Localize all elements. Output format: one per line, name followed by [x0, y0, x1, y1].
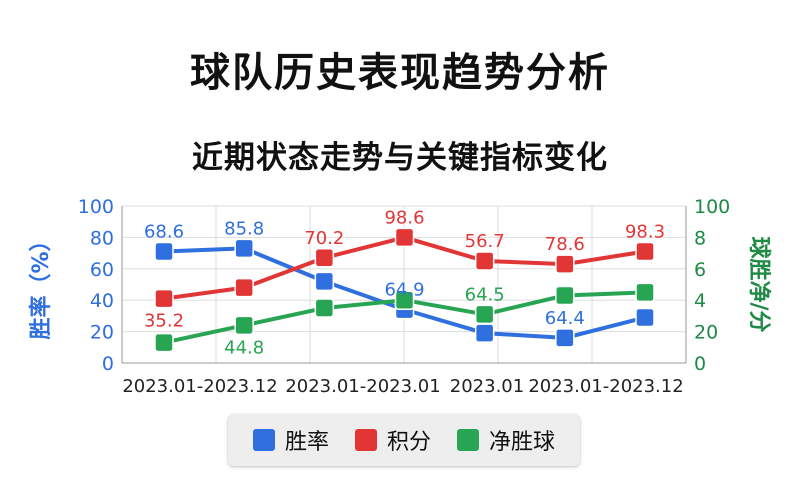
data-point-0: [474, 323, 495, 343]
legend-label-goal-difference: 净胜球: [489, 430, 556, 455]
legend-item-points: 积分: [354, 424, 431, 456]
left-axis-tick-label: 40: [90, 290, 114, 312]
x-axis-tick-label: 2023.01-2023.12: [528, 376, 683, 397]
data-label: 64.4: [545, 308, 585, 329]
legend-label-win-rate: 胜率: [284, 430, 329, 455]
right-axis-tick-label: 100: [694, 196, 730, 218]
data-point-0: [314, 271, 335, 292]
left-axis-tick-label: 100: [78, 196, 114, 218]
data-point-2: [154, 332, 174, 353]
left-axis-tick-label: 20: [90, 322, 114, 344]
x-axis-tick-label: 2023.01-2023.12: [122, 376, 277, 397]
data-point-2: [394, 290, 415, 310]
data-point-0: [154, 241, 174, 262]
right-axis-tick-label: 0: [694, 353, 706, 375]
chart-title: 球队历史表现趋势分析: [190, 50, 610, 96]
left-axis-label: 胜率（%）: [28, 229, 54, 339]
data-point-1: [635, 241, 655, 262]
data-point-1: [394, 227, 415, 248]
data-point-2: [234, 315, 254, 336]
x-axis-tick-label: 2023.01-2023.01: [285, 376, 440, 397]
legend-item-win-rate: 胜率: [252, 424, 329, 456]
data-label: 35.2: [144, 311, 184, 332]
data-point-0: [555, 328, 575, 348]
data-point-1: [154, 288, 174, 309]
data-point-0: [635, 307, 655, 328]
data-label: 70.2: [304, 228, 344, 249]
data-label: 64.9: [384, 280, 424, 301]
left-axis-tick-label: 80: [90, 227, 114, 249]
right-axis-tick-label: 6: [694, 259, 706, 281]
data-label: 98.6: [384, 207, 424, 228]
data-point-1: [234, 277, 254, 298]
right-axis-tick-label: 4: [694, 290, 706, 312]
data-point-1: [555, 254, 575, 274]
legend: 胜率 积分 净胜球: [228, 414, 580, 466]
x-axis-tick-label: 2023.01: [450, 376, 524, 397]
data-label: 78.6: [545, 234, 585, 255]
legend-item-goal-difference: 净胜球: [457, 424, 555, 456]
left-axis-tick-label: 60: [90, 259, 114, 281]
data-label: 64.5: [465, 284, 505, 305]
data-label: 85.8: [224, 218, 264, 239]
chart-subtitle: 近期状态走势与关键指标变化: [192, 140, 608, 176]
data-point-2: [474, 304, 495, 325]
data-point-2: [314, 298, 335, 318]
data-label: 44.8: [224, 337, 264, 358]
data-point-1: [314, 248, 335, 268]
data-label: 56.7: [465, 231, 505, 252]
data-label: 98.3: [625, 222, 665, 243]
right-axis-tick-label: 8: [694, 227, 706, 249]
right-axis-tick-label: 20: [694, 322, 718, 344]
right-axis-label: 球胜净/分: [746, 236, 772, 332]
data-point-2: [555, 285, 575, 306]
legend-swatch-goal-difference: [457, 429, 479, 451]
legend-swatch-win-rate: [252, 429, 275, 451]
data-point-2: [635, 282, 655, 303]
data-label: 68.6: [144, 222, 184, 243]
data-point-0: [234, 238, 254, 259]
data-point-1: [474, 251, 495, 271]
legend-label-points: 积分: [386, 430, 431, 455]
legend-swatch-points: [354, 429, 377, 451]
left-axis-tick-label: 0: [102, 353, 114, 375]
